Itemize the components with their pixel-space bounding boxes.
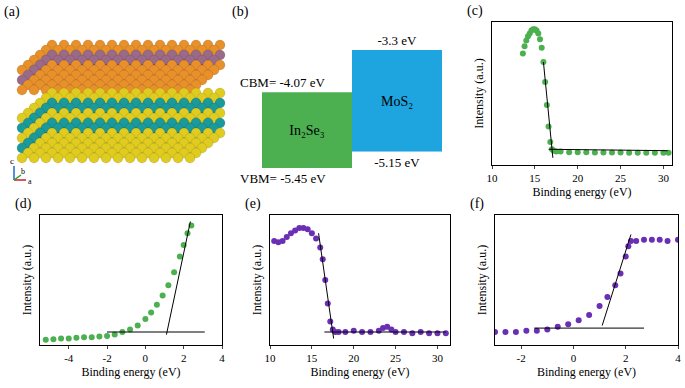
svg-text:Intensity (a.u.): Intensity (a.u.) xyxy=(20,245,34,315)
svg-text:0: 0 xyxy=(571,352,577,364)
svg-text:Intensity (a.u.): Intensity (a.u.) xyxy=(475,245,489,315)
svg-text:(c): (c) xyxy=(467,3,483,19)
svg-text:(d): (d) xyxy=(15,196,32,212)
svg-text:20: 20 xyxy=(348,352,360,364)
svg-text:Intensity (a.u.): Intensity (a.u.) xyxy=(472,58,486,128)
svg-text:2: 2 xyxy=(623,352,629,364)
svg-text:-2: -2 xyxy=(517,352,526,364)
svg-text:15: 15 xyxy=(529,172,541,184)
svg-text:b: b xyxy=(21,167,25,176)
svg-text:10: 10 xyxy=(265,352,277,364)
svg-text:Binding energy (eV): Binding energy (eV) xyxy=(537,365,636,379)
svg-text:a: a xyxy=(28,177,32,186)
svg-text:Binding energy (eV): Binding energy (eV) xyxy=(532,185,631,199)
svg-text:(e): (e) xyxy=(245,196,261,212)
svg-text:30: 30 xyxy=(658,172,670,184)
svg-text:(a): (a) xyxy=(4,4,20,20)
svg-text:c: c xyxy=(10,156,14,166)
svg-text:10: 10 xyxy=(487,172,499,184)
svg-text:25: 25 xyxy=(615,172,627,184)
svg-text:4: 4 xyxy=(219,352,225,364)
svg-text:Binding energy (eV): Binding energy (eV) xyxy=(310,365,409,379)
svg-text:-4: -4 xyxy=(64,352,74,364)
svg-text:(b): (b) xyxy=(232,4,249,20)
svg-text:MoS₂: MoS₂ xyxy=(381,94,413,109)
svg-text:In₂Se₃: In₂Se₃ xyxy=(289,123,325,138)
svg-text:20: 20 xyxy=(572,172,584,184)
svg-text:15: 15 xyxy=(306,352,318,364)
svg-text:-2: -2 xyxy=(102,352,111,364)
svg-text:Intensity (a.u.): Intensity (a.u.) xyxy=(250,245,264,315)
svg-text:0: 0 xyxy=(143,352,149,364)
svg-text:VBM= -5.45 eV: VBM= -5.45 eV xyxy=(240,171,326,186)
svg-text:30: 30 xyxy=(432,352,444,364)
svg-text:2: 2 xyxy=(181,352,187,364)
svg-text:-3.3 eV: -3.3 eV xyxy=(378,33,418,48)
svg-text:Binding energy (eV): Binding energy (eV) xyxy=(81,365,180,379)
svg-text:25: 25 xyxy=(390,352,402,364)
svg-text:-5.15 eV: -5.15 eV xyxy=(374,155,420,170)
svg-text:4: 4 xyxy=(675,352,681,364)
svg-text:CBM= -4.07 eV: CBM= -4.07 eV xyxy=(240,75,326,90)
svg-text:(f): (f) xyxy=(470,196,484,212)
